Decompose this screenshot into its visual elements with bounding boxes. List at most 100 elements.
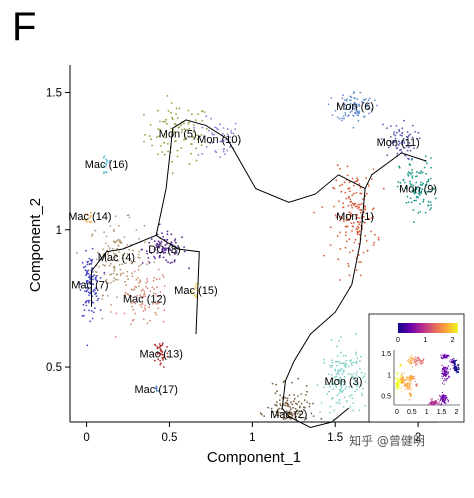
data-point: [354, 203, 357, 205]
data-point: [113, 230, 115, 233]
data-point: [158, 243, 161, 246]
data-point: [415, 186, 418, 189]
data-point: [372, 244, 375, 246]
inset-point: [415, 359, 417, 361]
data-point: [339, 279, 342, 281]
data-point: [175, 107, 178, 110]
data-point: [171, 261, 173, 264]
data-point: [196, 138, 199, 141]
data-point: [349, 406, 352, 408]
data-point: [399, 188, 402, 191]
data-point: [341, 373, 344, 376]
data-point: [113, 228, 115, 231]
data-point: [193, 294, 196, 297]
data-point: [414, 131, 416, 133]
data-point: [354, 105, 357, 108]
inset-colorbar: [398, 323, 458, 333]
data-point: [352, 222, 355, 224]
data-point: [356, 113, 359, 116]
data-point: [355, 269, 358, 272]
data-point: [333, 382, 336, 385]
inset-point: [396, 384, 398, 386]
data-point: [173, 131, 175, 133]
data-point: [342, 389, 345, 392]
data-point: [153, 261, 156, 264]
data-point: [361, 394, 364, 397]
data-point: [104, 165, 107, 168]
data-point: [160, 145, 162, 147]
data-point: [363, 99, 365, 101]
data-point: [163, 141, 166, 144]
data-point: [360, 384, 362, 386]
data-point: [332, 388, 335, 390]
data-point: [118, 240, 121, 243]
data-point: [341, 119, 343, 122]
data-point: [126, 292, 129, 295]
data-point: [84, 269, 87, 272]
data-point: [305, 394, 307, 396]
inset-point: [443, 354, 445, 356]
data-point: [320, 417, 323, 420]
data-point: [157, 128, 160, 131]
inset-point: [411, 379, 413, 381]
data-point: [371, 208, 374, 211]
data-point: [355, 192, 358, 194]
inset-point: [395, 383, 397, 385]
data-point: [146, 263, 149, 266]
data-point: [339, 219, 341, 222]
data-point: [397, 181, 400, 184]
cluster-label: Mac (16): [85, 159, 128, 171]
inset-point: [446, 357, 448, 359]
data-point: [130, 262, 133, 265]
data-point: [157, 244, 159, 247]
inset-point: [437, 398, 439, 400]
data-point: [138, 237, 141, 240]
data-point: [359, 368, 361, 370]
inset-point: [415, 384, 417, 386]
inset-point: [442, 371, 444, 373]
data-point: [342, 371, 345, 373]
data-point: [380, 138, 383, 140]
data-point: [362, 101, 365, 104]
data-point: [356, 385, 358, 388]
data-point: [150, 238, 153, 241]
data-point: [359, 192, 362, 195]
inset-point: [454, 365, 456, 368]
data-point: [382, 187, 385, 190]
data-point: [334, 214, 337, 217]
data-point: [142, 295, 145, 298]
trajectory-line: [91, 234, 200, 335]
data-point: [162, 366, 165, 368]
data-point: [221, 139, 224, 141]
data-point: [147, 257, 150, 259]
inset-point: [434, 403, 436, 405]
inset-point: [444, 401, 446, 403]
data-point: [171, 118, 174, 121]
data-point: [135, 229, 138, 232]
data-point: [158, 346, 161, 349]
data-point: [221, 132, 224, 135]
data-point: [316, 384, 319, 387]
data-point: [427, 180, 430, 183]
inset-y-tick-label: 1.5: [381, 351, 391, 358]
inset-point: [400, 374, 402, 376]
data-point: [353, 97, 356, 99]
data-point: [154, 387, 157, 389]
data-point: [127, 293, 130, 296]
data-point: [348, 274, 351, 277]
data-point: [370, 178, 373, 180]
inset-point: [402, 376, 404, 378]
data-point: [170, 241, 173, 244]
data-point: [270, 407, 273, 410]
data-point: [163, 285, 166, 287]
data-point: [187, 109, 190, 112]
data-point: [353, 181, 356, 183]
data-point: [427, 178, 430, 181]
data-point: [213, 133, 216, 136]
data-point: [201, 126, 204, 129]
data-point: [144, 295, 147, 298]
data-point: [338, 117, 341, 120]
data-point: [167, 150, 169, 153]
inset-point: [409, 385, 411, 387]
inset-point: [408, 392, 410, 394]
